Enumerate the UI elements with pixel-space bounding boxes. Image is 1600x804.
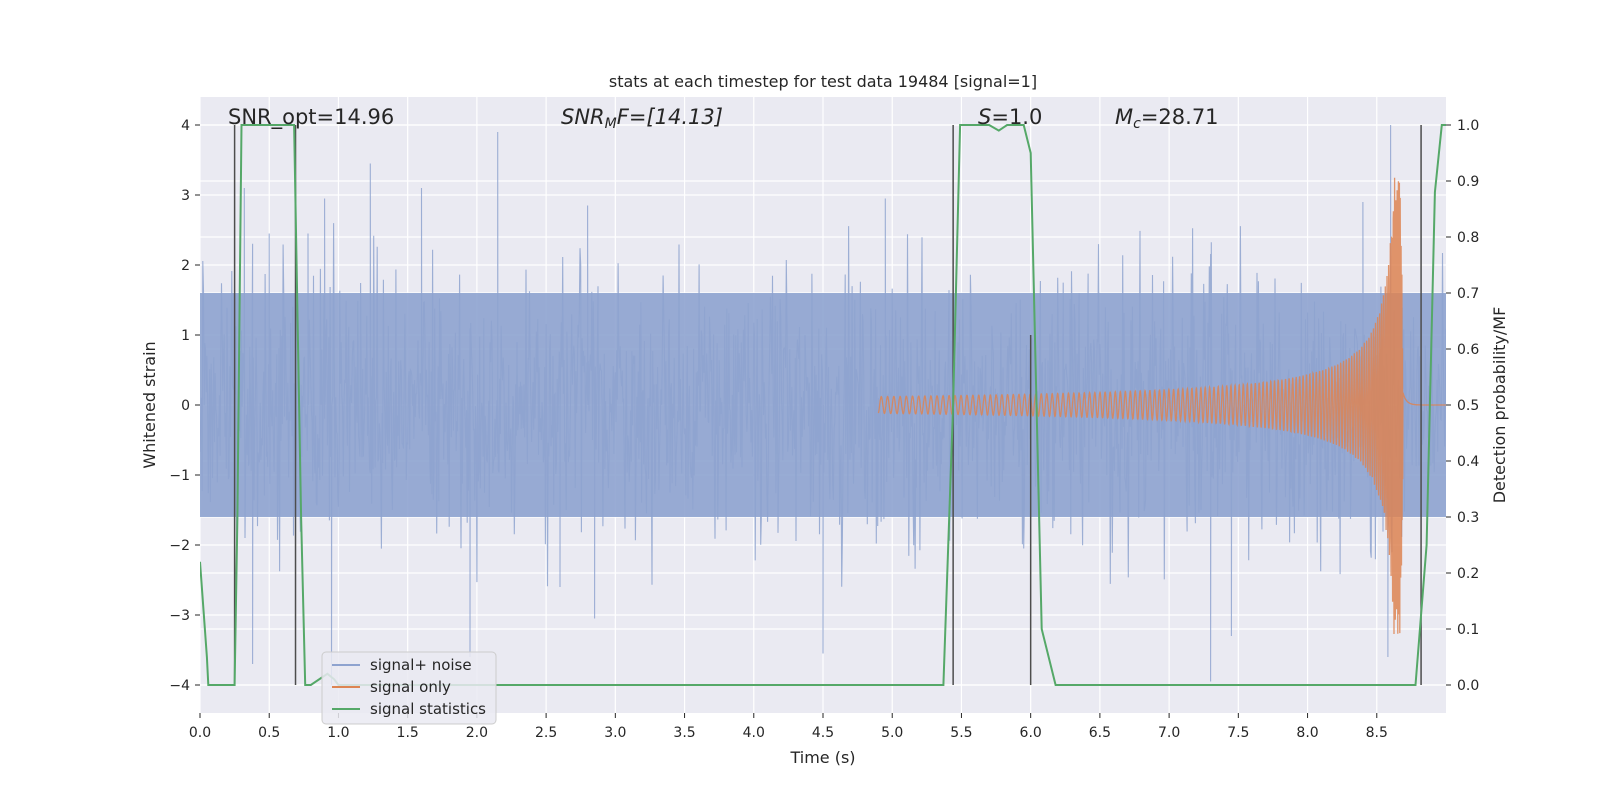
- y-tick-label: −3: [169, 608, 190, 624]
- y-tick-label: 3: [181, 188, 190, 204]
- y-right-tick-label: 1.0: [1457, 118, 1479, 134]
- legend-label-signal-noise: signal+ noise: [370, 656, 472, 674]
- series-signal-statistics: [200, 124, 1446, 686]
- x-tick-label: 1.5: [397, 725, 419, 741]
- series-signal-noise-band: [200, 293, 1446, 517]
- x-tick-label: 4.5: [812, 725, 834, 741]
- y-right-axis-label: Detection probability/MF: [1490, 307, 1509, 504]
- y-right-tick-label: 0.0: [1457, 678, 1479, 694]
- y-tick-label: 4: [181, 118, 190, 134]
- legend-label-signal-statistics: signal statistics: [370, 700, 486, 718]
- x-tick-label: 8.5: [1366, 725, 1388, 741]
- series-signal-only: [877, 177, 1446, 635]
- y-right-tick-label: 0.4: [1457, 454, 1479, 470]
- y-tick-label: −1: [169, 468, 190, 484]
- x-tick-label: 0.5: [258, 725, 280, 741]
- legend: signal+ noise signal only signal statist…: [321, 651, 497, 725]
- y-tick-label: −2: [169, 538, 190, 554]
- x-tick-label: 8.0: [1296, 725, 1318, 741]
- annotation-snr-opt: SNR_opt=14.96: [228, 105, 394, 130]
- y-axis-label: Whitened strain: [140, 341, 159, 468]
- x-tick-label: 2.5: [535, 725, 557, 741]
- annotation-s: S=1.0: [978, 105, 1042, 129]
- y-right-tick-label: 0.5: [1457, 398, 1479, 414]
- y-tick-label: 0: [181, 398, 190, 414]
- x-tick-label: 0.0: [189, 725, 211, 741]
- x-axis-label: Time (s): [789, 748, 855, 767]
- y-tick-label: 2: [181, 258, 190, 274]
- y-right-axis-ticks: 0.0 0.1 0.2 0.3 0.4 0.5 0.6 0.7 0.8 0.9 1.0: [1446, 118, 1479, 694]
- y-right-tick-label: 0.3: [1457, 510, 1479, 526]
- stat-layer: [200, 124, 1446, 686]
- x-tick-label: 4.0: [743, 725, 765, 741]
- annotation-snr-mf: SNRMF=[14.13]: [561, 105, 723, 132]
- marker-layer: [233, 125, 1422, 685]
- y-right-tick-label: 0.7: [1457, 286, 1479, 302]
- x-tick-label: 5.5: [950, 725, 972, 741]
- x-tick-label: 3.0: [604, 725, 626, 741]
- y-tick-label: −4: [169, 678, 190, 694]
- x-tick-label: 1.0: [327, 725, 349, 741]
- y-right-tick-label: 0.6: [1457, 342, 1479, 358]
- legend-label-signal-only: signal only: [370, 678, 451, 696]
- data-layer: [200, 124, 1446, 686]
- x-tick-label: 5.0: [881, 725, 903, 741]
- x-axis-ticks: 0.0 0.5 1.0 1.5 2.0 2.5 3.0 3.5 4.0 4.5 5.0 5.5 6.0 6…: [189, 713, 1388, 741]
- annotation-mc: Mc=28.71: [1115, 105, 1219, 132]
- y-right-tick-label: 0.8: [1457, 230, 1479, 246]
- x-tick-label: 6.0: [1020, 725, 1042, 741]
- x-tick-label: 2.0: [466, 725, 488, 741]
- chart-title: stats at each timestep for test data 194…: [609, 72, 1037, 91]
- y-right-tick-label: 0.2: [1457, 566, 1479, 582]
- x-tick-label: 7.0: [1158, 725, 1180, 741]
- y-axis-ticks: −4 −3 −2 −1 0 1 2 3 4: [169, 118, 200, 694]
- y-right-tick-label: 0.1: [1457, 622, 1479, 638]
- x-tick-label: 7.5: [1227, 725, 1249, 741]
- legend-box: [321, 651, 497, 725]
- y-tick-label: 1: [181, 328, 190, 344]
- y-right-tick-label: 0.9: [1457, 174, 1479, 190]
- x-tick-label: 3.5: [673, 725, 695, 741]
- x-tick-label: 6.5: [1089, 725, 1111, 741]
